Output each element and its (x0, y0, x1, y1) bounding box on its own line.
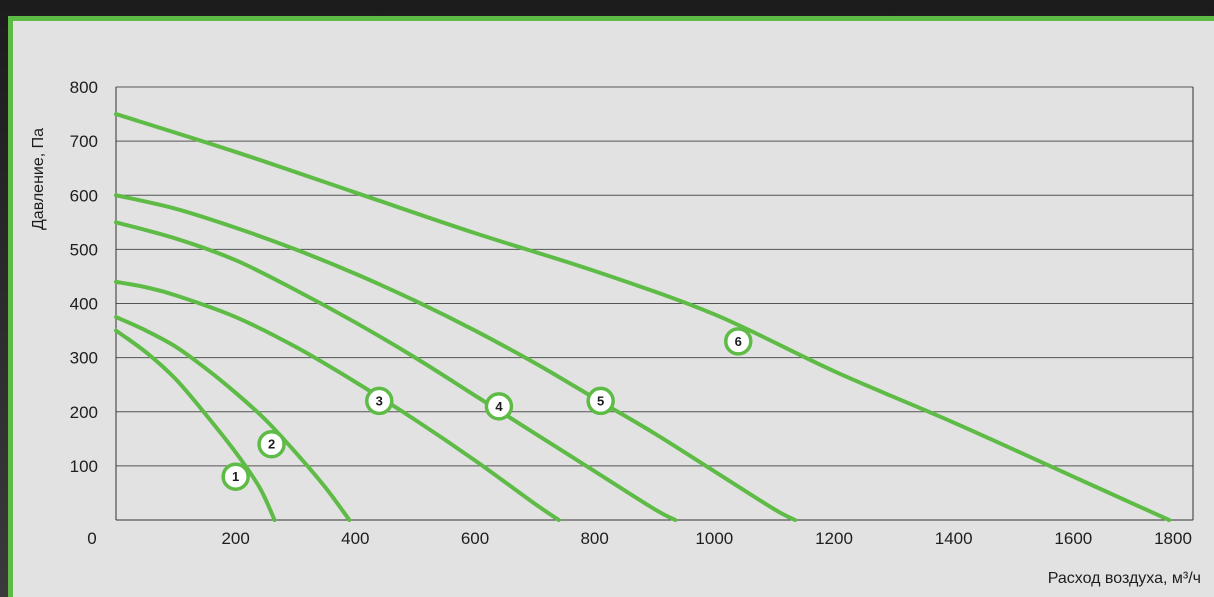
x-tick-label: 600 (461, 529, 489, 548)
x-tick-label: 1000 (695, 529, 733, 548)
y-tick-label: 200 (70, 403, 98, 422)
y-tick-labels: 100 200 300 400 500 600 700 800 (70, 78, 98, 476)
series-marker-1: 1 (221, 462, 250, 491)
marker-layer: 1 2 3 4 5 6 (221, 327, 753, 491)
marker-label: 2 (268, 437, 275, 452)
series-line-3 (114, 279, 561, 522)
x-tick-label: 0 (87, 529, 96, 548)
series-line-6 (114, 112, 1172, 522)
x-tick-labels: 0 200 400 600 800 1000 1200 1400 1600 1800 (87, 529, 1192, 548)
y-tick-label: 700 (70, 132, 98, 151)
x-tick-label: 200 (221, 529, 249, 548)
series-marker-2: 2 (257, 429, 286, 459)
marker-circle (365, 386, 394, 416)
x-tick-label: 1200 (815, 529, 853, 548)
marker-circle (586, 386, 615, 416)
marker-circle (724, 327, 753, 356)
series-marker-6: 6 (724, 327, 753, 356)
x-tick-label: 400 (341, 529, 369, 548)
y-tick-label: 300 (70, 349, 98, 368)
series-marker-4: 4 (484, 392, 514, 421)
chart-panel: 100 200 300 400 500 600 700 800 0 200 400 600 800 10… (8, 16, 1214, 597)
marker-label: 5 (597, 393, 604, 408)
series-line-4 (114, 220, 678, 522)
marker-label: 1 (232, 469, 239, 484)
marker-circle (221, 462, 250, 491)
y-tick-label: 800 (70, 78, 98, 97)
x-tick-label: 1400 (935, 529, 973, 548)
marker-label: 6 (735, 334, 742, 349)
marker-label: 4 (495, 399, 503, 414)
marker-label: 3 (376, 393, 383, 408)
series-layer (114, 112, 1172, 522)
series-line-1 (114, 328, 277, 522)
series-line-2 (114, 315, 352, 522)
y-tick-label: 400 (70, 295, 98, 314)
y-axis-title: Давление, Па (30, 128, 47, 230)
grid-layer (116, 86, 1193, 467)
x-tick-label: 800 (580, 529, 608, 548)
marker-circle (257, 429, 286, 459)
y-tick-label: 100 (70, 457, 98, 476)
axes-layer (115, 87, 1194, 521)
x-axis-title: Расход воздуха, м³/ч (1048, 570, 1201, 587)
x-tick-label: 1600 (1054, 529, 1092, 548)
x-tick-label: 1800 (1154, 529, 1192, 548)
series-line-5 (114, 193, 798, 522)
y-tick-label: 600 (70, 186, 98, 205)
marker-circle (484, 392, 514, 421)
series-marker-5: 5 (586, 386, 615, 416)
y-tick-label: 500 (70, 240, 98, 259)
series-marker-3: 3 (365, 386, 394, 416)
